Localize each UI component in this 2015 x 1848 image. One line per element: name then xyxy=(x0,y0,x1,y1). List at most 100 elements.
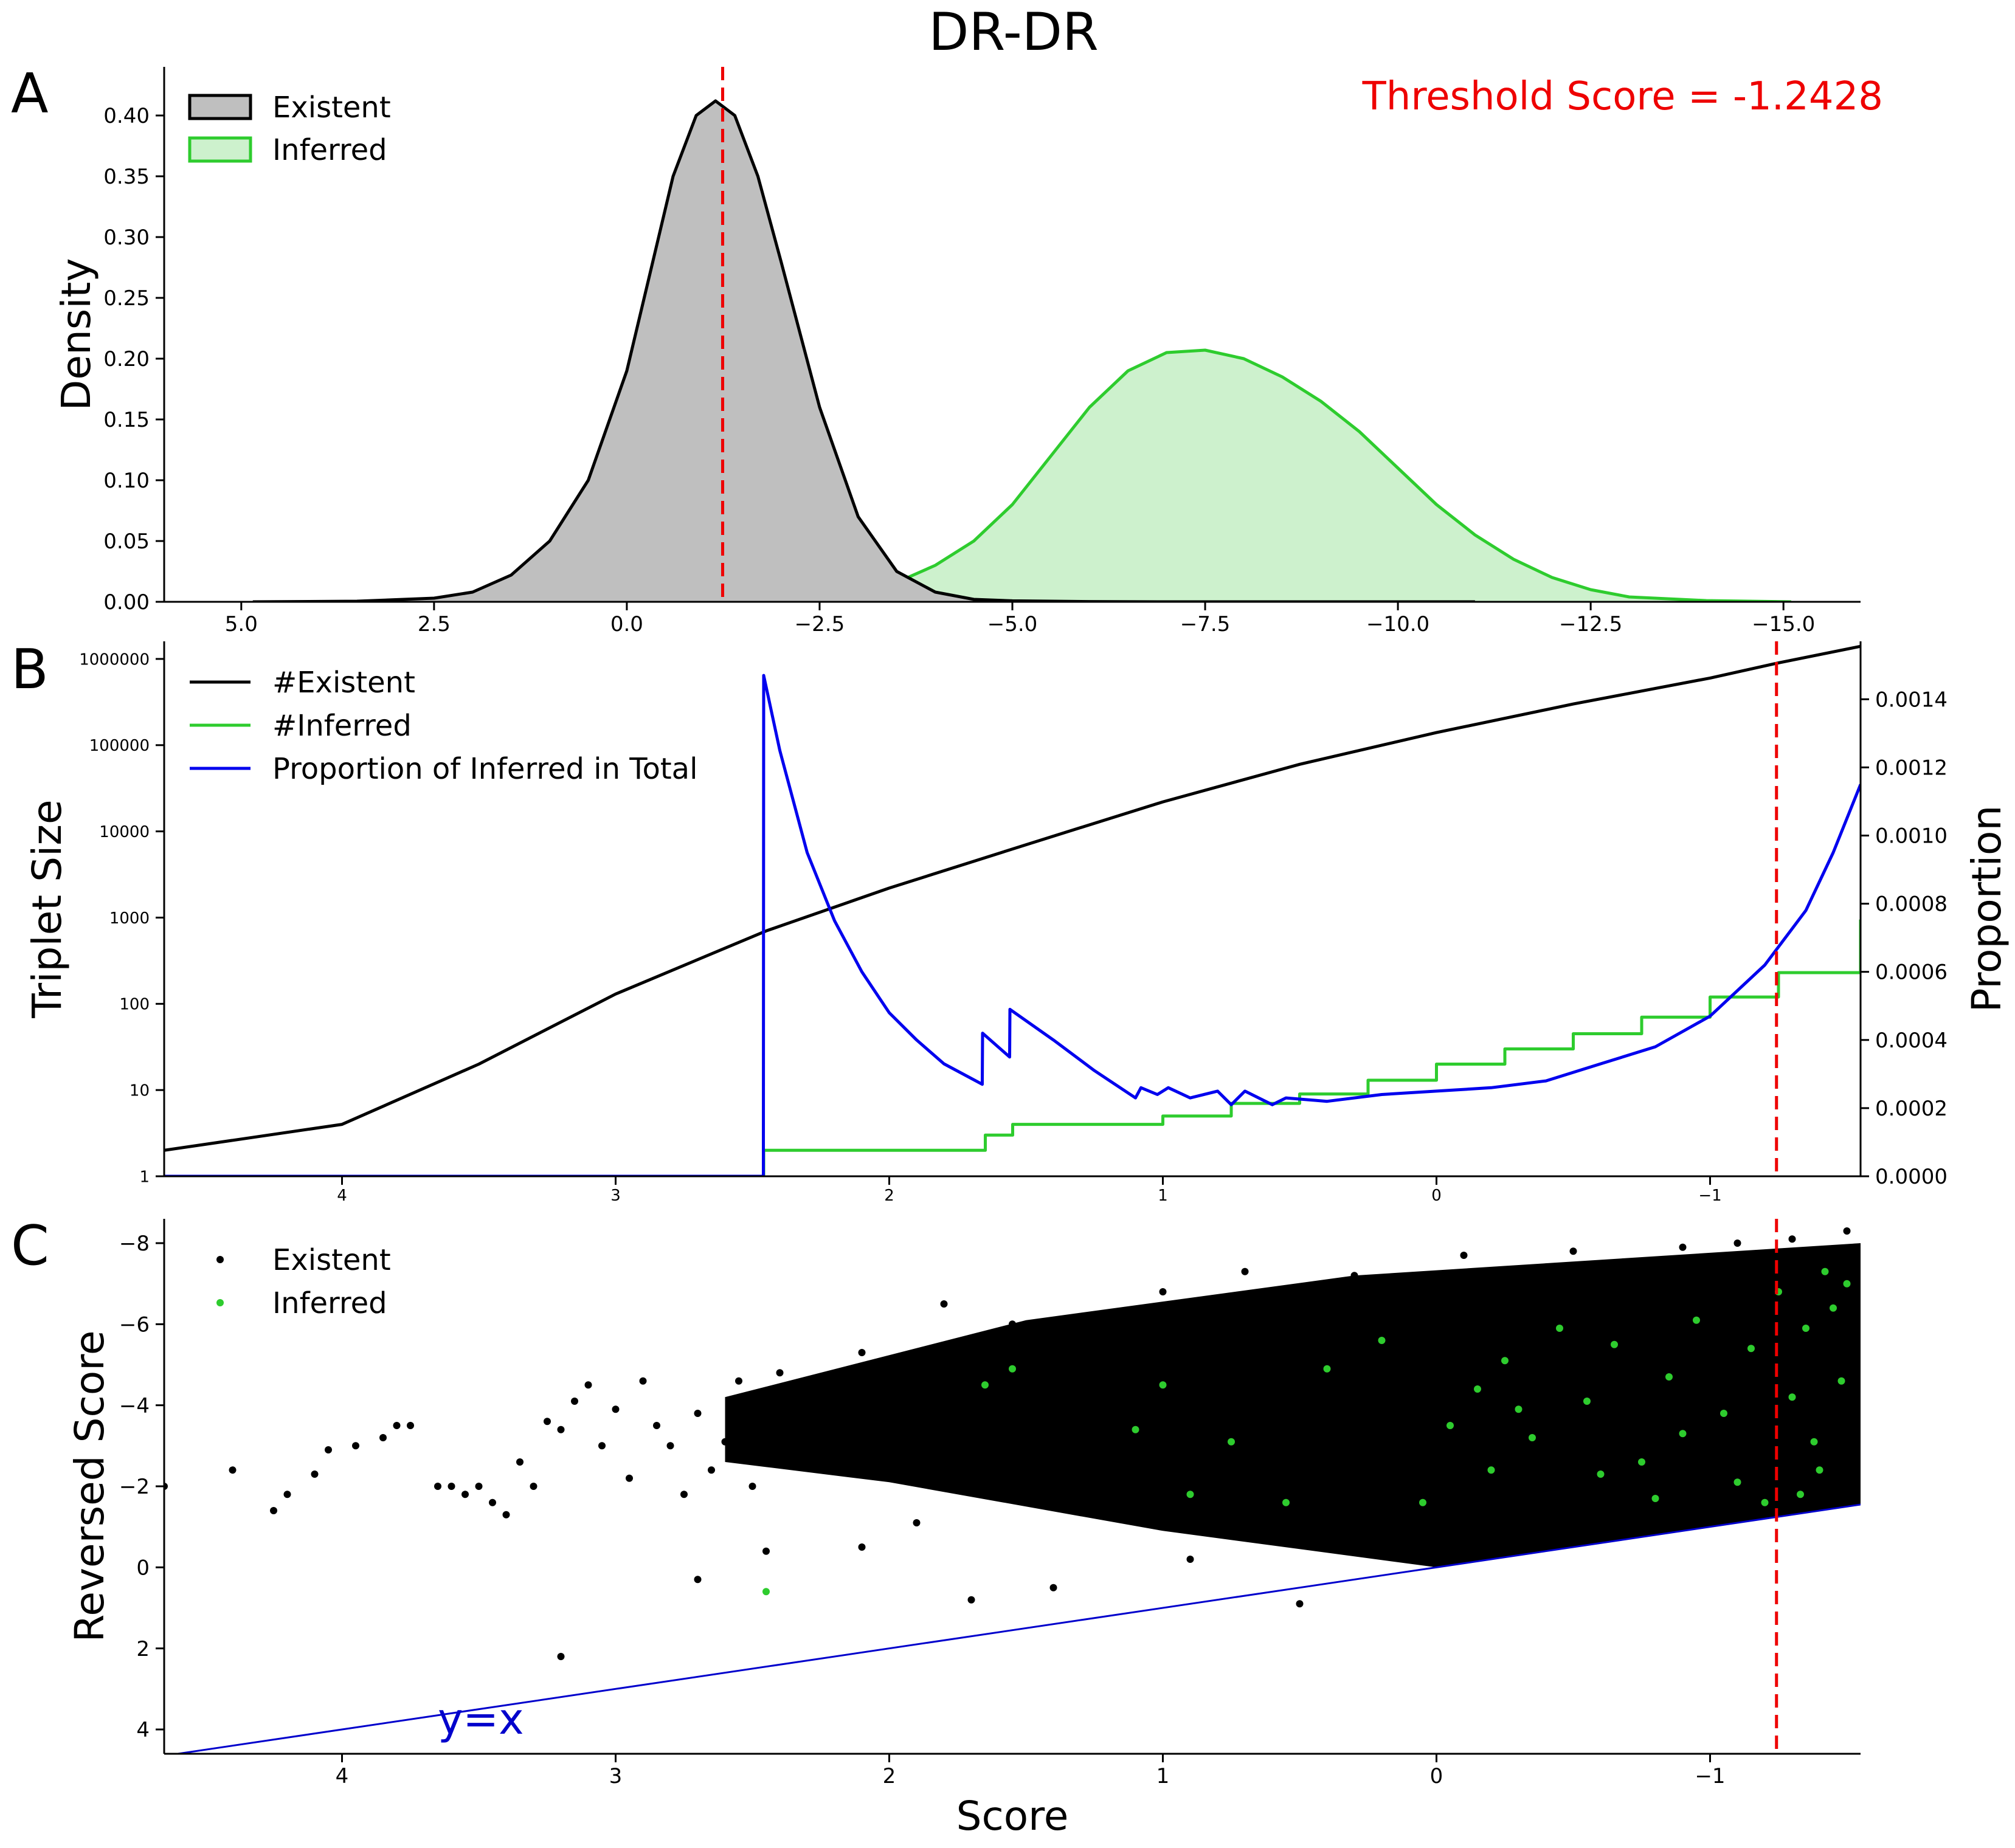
point-existent xyxy=(885,1422,893,1429)
point-existent xyxy=(571,1398,578,1405)
point-existent xyxy=(735,1377,742,1385)
point-inferred xyxy=(1830,1304,1837,1312)
point-inferred xyxy=(1797,1491,1804,1498)
point-existent xyxy=(1296,1300,1304,1308)
existent-dense-region xyxy=(725,1243,1861,1568)
panel-b-right-ticks: 0.0000 0.0002 0.0004 0.0006 0.0008 0.0010 0.00… xyxy=(1861,688,1948,1189)
y-tick-label: 100000 xyxy=(89,737,150,755)
point-existent xyxy=(1378,1369,1386,1377)
series-line-existent-count xyxy=(164,644,1861,1152)
point-inferred xyxy=(1132,1426,1139,1433)
point-existent xyxy=(694,1410,702,1417)
point-existent xyxy=(1241,1267,1249,1275)
density-area-inferred xyxy=(615,350,1791,602)
point-existent xyxy=(530,1483,537,1490)
point-existent xyxy=(434,1483,441,1490)
legend-swatch-existent xyxy=(188,94,252,120)
point-inferred xyxy=(1282,1498,1290,1506)
y-tick-label: 0.05 xyxy=(103,529,150,554)
point-inferred xyxy=(1651,1495,1659,1502)
x-tick-label: −15.0 xyxy=(1752,612,1815,636)
scatter-points xyxy=(164,1227,1851,1660)
y-tick-label: 1000000 xyxy=(79,650,150,669)
point-inferred xyxy=(1788,1393,1796,1401)
y-tick-label: 0.20 xyxy=(103,347,150,371)
point-existent xyxy=(1104,1312,1112,1320)
point-inferred xyxy=(1837,1377,1845,1385)
point-existent xyxy=(1405,1320,1413,1328)
point-existent xyxy=(1542,1357,1550,1365)
panel-a-plot xyxy=(252,67,1791,602)
point-inferred xyxy=(1747,1345,1755,1353)
point-existent xyxy=(694,1576,702,1584)
point-existent xyxy=(1186,1556,1194,1563)
x-tick-label: 3 xyxy=(609,1764,623,1788)
point-existent xyxy=(1433,1340,1440,1348)
point-existent xyxy=(776,1369,784,1377)
triplet-lines xyxy=(164,644,1861,1176)
point-existent xyxy=(1788,1235,1796,1243)
point-inferred xyxy=(1679,1430,1687,1438)
point-existent xyxy=(803,1454,811,1462)
point-existent xyxy=(762,1547,770,1555)
point-inferred xyxy=(1009,1365,1016,1373)
point-existent xyxy=(858,1543,866,1551)
point-existent xyxy=(1679,1243,1687,1251)
point-existent xyxy=(913,1369,921,1377)
point-existent xyxy=(612,1405,620,1413)
panel-a: 5.0 2.5 0.0 −2.5 −5.0 −7.5 −10.0 −12.5 −15.0 0.0… xyxy=(53,67,1861,636)
y-tick-label: 0.25 xyxy=(103,286,150,311)
point-inferred xyxy=(1556,1325,1563,1332)
point-existent xyxy=(475,1483,483,1490)
legend-label-inferred: Inferred xyxy=(272,1286,387,1320)
panel-b-y-label: Triplet Size xyxy=(24,799,71,1018)
panel-c-plot xyxy=(164,1219,1861,1754)
y-tick-label: 0.15 xyxy=(103,408,150,432)
y-tick-label: 0 xyxy=(136,1556,150,1581)
y-tick-label: −2 xyxy=(119,1475,150,1499)
point-inferred xyxy=(1611,1340,1618,1348)
point-existent xyxy=(721,1438,729,1446)
x-tick-label: 1 xyxy=(1158,1187,1168,1205)
x-tick-label: 4 xyxy=(337,1187,347,1205)
panel-letter-c: C xyxy=(11,1214,49,1278)
panel-letter-b: B xyxy=(11,638,49,702)
point-inferred xyxy=(1693,1316,1700,1324)
threshold-label: Threshold Score = -1.2428 xyxy=(1362,74,1883,119)
point-inferred xyxy=(1529,1434,1536,1441)
right-tick-label: 0.0014 xyxy=(1875,688,1948,712)
x-tick-label: −10.0 xyxy=(1366,612,1429,636)
right-tick-label: 0.0004 xyxy=(1875,1029,1948,1053)
panel-c-x-label: Score xyxy=(956,1793,1069,1839)
y-tick-label: 0.30 xyxy=(103,226,150,250)
point-existent xyxy=(1706,1264,1714,1271)
x-tick-label: 2 xyxy=(883,1764,896,1788)
point-existent xyxy=(325,1446,332,1453)
point-existent xyxy=(544,1418,551,1426)
point-existent xyxy=(311,1470,319,1478)
point-inferred xyxy=(1159,1381,1167,1389)
panel-a-legend: Existent Inferred xyxy=(188,91,391,167)
point-existent xyxy=(270,1507,277,1514)
x-tick-label: 3 xyxy=(610,1187,621,1205)
right-tick-label: 0.0002 xyxy=(1875,1097,1948,1121)
point-existent xyxy=(1268,1422,1276,1429)
point-existent xyxy=(1788,1507,1796,1514)
y-tick-label: 10 xyxy=(130,1082,150,1100)
point-existent xyxy=(598,1442,606,1450)
point-existent xyxy=(1761,1284,1769,1292)
x-tick-label: −1 xyxy=(1698,1187,1721,1205)
point-existent xyxy=(626,1474,633,1482)
panel-c-y-ticks: 4 2 0 −2 −4 −6 −8 xyxy=(119,1232,164,1742)
point-existent xyxy=(516,1458,524,1466)
point-inferred xyxy=(1665,1373,1673,1381)
point-inferred xyxy=(1802,1325,1809,1332)
panel-b-right-label: Proportion xyxy=(1963,805,2010,1013)
right-tick-label: 0.0010 xyxy=(1875,824,1948,848)
point-existent xyxy=(584,1381,592,1389)
x-tick-label: 0 xyxy=(1430,1764,1443,1788)
right-tick-label: 0.0008 xyxy=(1875,892,1948,917)
point-inferred xyxy=(1821,1267,1829,1275)
